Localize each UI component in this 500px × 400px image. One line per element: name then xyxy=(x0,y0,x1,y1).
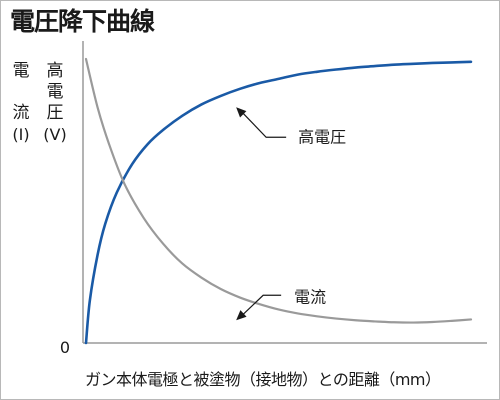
y-axis-label-voltage-char: 圧 xyxy=(46,103,64,123)
annotation-arrowhead-high-voltage xyxy=(236,107,247,118)
y-axis-label-voltage-unit: (V) xyxy=(43,125,67,144)
y-axis-label-voltage-char: 電 xyxy=(46,82,64,102)
y-axis-label-current-char: 電 xyxy=(12,61,30,81)
annotation-leader-current xyxy=(241,294,282,316)
x-axis-label: ガン本体電極と被塗物（接地物）との距離（mm） xyxy=(85,370,441,389)
y-axis-label-voltage-char: 高 xyxy=(46,61,64,81)
annotation-label-high-voltage: 高電圧 xyxy=(298,127,346,146)
series-line-current xyxy=(84,57,473,324)
annotation-arrowhead-current xyxy=(236,310,247,321)
series-line-high-voltage xyxy=(84,60,473,345)
y-axis-label-current-unit: (I) xyxy=(12,125,30,144)
annotation-label-current: 電流 xyxy=(294,287,326,306)
y-axis-label-current-char: 流 xyxy=(12,103,30,123)
y-axis-label-current: 電 流 (I) xyxy=(4,61,38,145)
annotation-leader-high-voltage xyxy=(241,111,287,138)
y-tick-label: 0 xyxy=(60,338,70,357)
chart-title: 電圧降下曲線 xyxy=(10,7,155,36)
y-axis-label-voltage: 高 電 圧 (V) xyxy=(38,61,72,145)
